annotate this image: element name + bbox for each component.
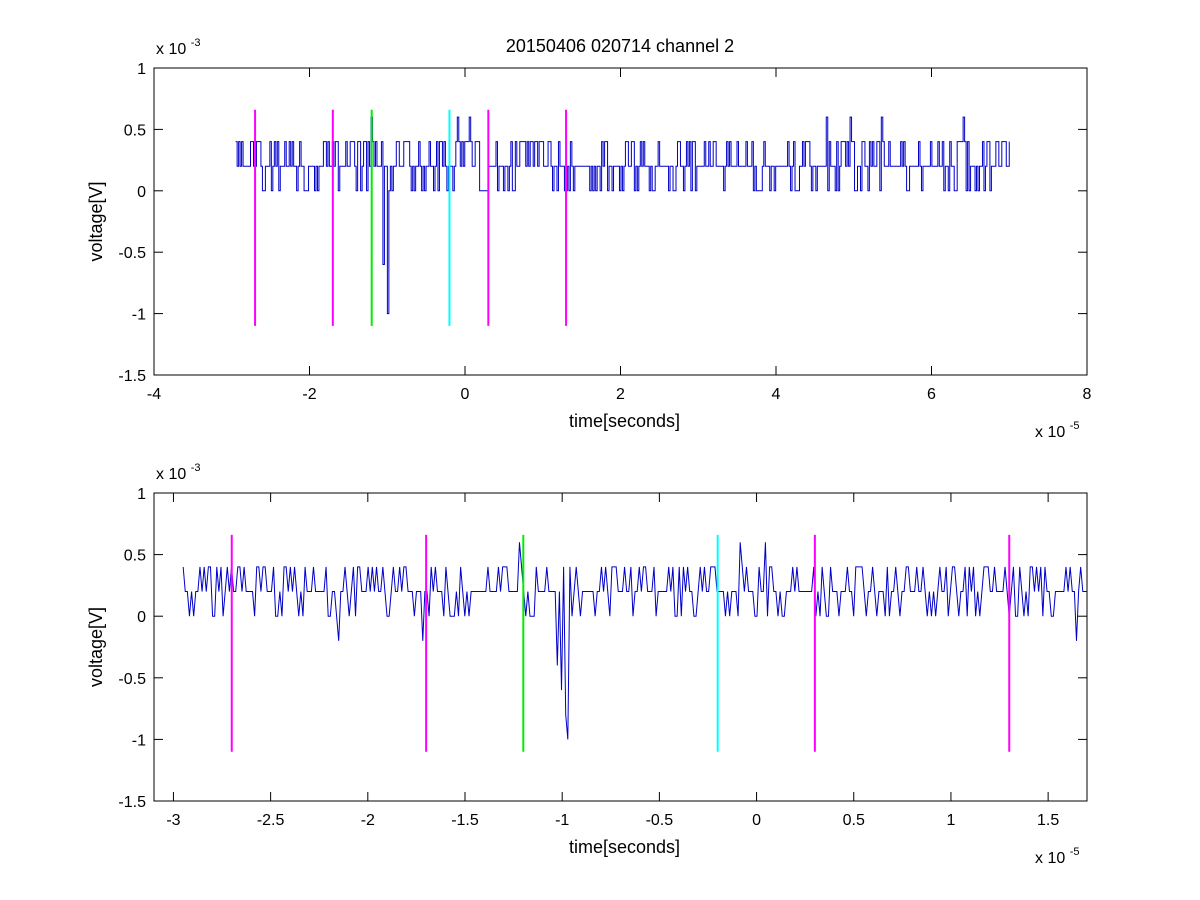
y-tick-label: 0 xyxy=(137,609,146,626)
y-axis-label: voltage[V] xyxy=(86,181,106,261)
x-tick-label: 4 xyxy=(772,386,781,403)
x-axis-label: time[seconds] xyxy=(569,837,680,857)
plot-bottom: -3 -2.5 -2 -1.5 -1 -0.5 0 0.5 1 1.5 1 0.5 0 -0.5 -1 -1.… xyxy=(86,462,1088,867)
y-tick-label: -1 xyxy=(132,732,146,749)
x-exponent-label: x 10 -5 xyxy=(1035,846,1079,867)
y-tick-label: -1 xyxy=(132,307,146,324)
y-axis-label: voltage[V] xyxy=(86,607,106,687)
signal-trace xyxy=(235,116,1010,315)
x-tick-label: 0 xyxy=(461,386,470,403)
y-tick-label: 0.5 xyxy=(124,548,146,565)
x-exponent-label: x 10 -5 xyxy=(1035,420,1079,441)
x-tick-label: -3 xyxy=(166,812,180,829)
x-tick-label: -2 xyxy=(361,812,375,829)
x-tick-label: 6 xyxy=(927,386,936,403)
y-tick-label: 0 xyxy=(137,184,146,201)
y-tick-label: -1.5 xyxy=(118,368,146,385)
y-tick-label: 0.5 xyxy=(124,122,146,139)
y-exponent-label: x 10 -3 xyxy=(156,462,200,483)
x-axis-label: time[seconds] xyxy=(569,411,680,431)
y-exponent-sup: -3 xyxy=(191,462,201,474)
y-tick-label: -0.5 xyxy=(118,671,146,688)
x-tick-label: 2 xyxy=(616,386,625,403)
x-tick-label: 1.5 xyxy=(1037,812,1059,829)
axes-box xyxy=(153,492,1088,802)
signal-trace xyxy=(182,542,1087,740)
x-exponent-sup: -5 xyxy=(1070,846,1080,858)
x-tick-label: -2.5 xyxy=(257,812,285,829)
x-tick-label: 0 xyxy=(752,812,761,829)
y-tick-label: 1 xyxy=(137,61,146,78)
x-tick-label: -0.5 xyxy=(646,812,674,829)
y-tick-label: -1.5 xyxy=(118,794,146,811)
plot-top: -4 -2 0 2 4 6 8 1 0.5 0 -0.5 -1 -1.5 time[seconds] vol… xyxy=(86,37,1092,441)
x-exponent-sup: -5 xyxy=(1070,420,1080,432)
y-tick-label: -0.5 xyxy=(118,245,146,262)
x-tick-label: 0.5 xyxy=(843,812,865,829)
x-tick-label: 1 xyxy=(946,812,955,829)
x-tick-label: -1.5 xyxy=(451,812,479,829)
x-tick-label: -2 xyxy=(302,386,316,403)
y-exponent-sup: -3 xyxy=(191,37,201,49)
y-exponent-label: x 10 -3 xyxy=(156,37,200,58)
x-tick-label: 8 xyxy=(1083,386,1092,403)
x-tick-label: -1 xyxy=(555,812,569,829)
x-tick-label: -4 xyxy=(147,386,161,403)
chart-title: 20150406 020714 channel 2 xyxy=(506,36,734,56)
y-tick-label: 1 xyxy=(137,486,146,503)
